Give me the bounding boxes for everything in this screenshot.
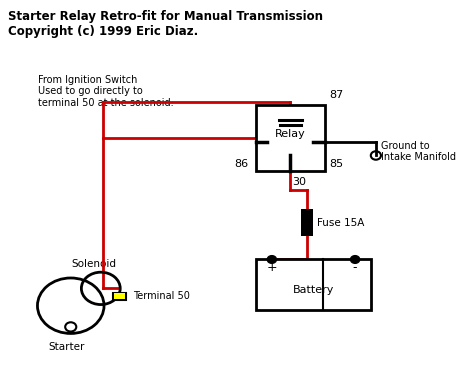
Text: Battery: Battery <box>293 285 334 295</box>
Text: Ground to
Intake Manifold: Ground to Intake Manifold <box>381 141 456 163</box>
Bar <box>113 293 126 300</box>
Text: 30: 30 <box>292 177 307 187</box>
Text: Solenoid: Solenoid <box>72 259 116 269</box>
Text: 87: 87 <box>329 90 344 100</box>
Circle shape <box>267 256 276 263</box>
Text: Starter Relay Retro-fit for Manual Transmission: Starter Relay Retro-fit for Manual Trans… <box>9 10 323 23</box>
Text: +: + <box>266 262 277 274</box>
Text: Terminal 50: Terminal 50 <box>133 291 190 301</box>
Text: Fuse 15A: Fuse 15A <box>317 218 364 228</box>
Text: Copyright (c) 1999 Eric Diaz.: Copyright (c) 1999 Eric Diaz. <box>9 25 199 38</box>
Text: 85: 85 <box>329 159 344 169</box>
Text: From Ignition Switch
Used to go directly to
terminal 50 at the solenoid.: From Ignition Switch Used to go directly… <box>38 74 174 108</box>
Bar <box>255 106 325 171</box>
Circle shape <box>350 256 360 263</box>
Text: Relay: Relay <box>275 129 306 139</box>
Text: 86: 86 <box>235 159 249 169</box>
Bar <box>255 260 371 310</box>
Text: -: - <box>353 262 357 274</box>
Text: Starter: Starter <box>48 342 84 352</box>
Bar <box>114 293 125 299</box>
Bar <box>301 210 312 236</box>
